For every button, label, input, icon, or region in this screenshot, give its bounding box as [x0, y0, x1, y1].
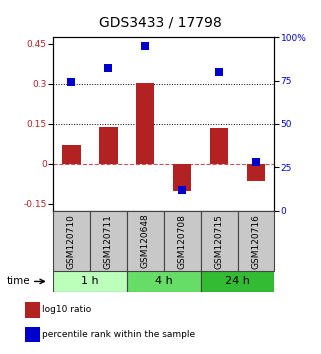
Text: log10 ratio: log10 ratio	[42, 306, 91, 314]
Bar	[164, 211, 201, 271]
Text: percentile rank within the sample: percentile rank within the sample	[42, 330, 195, 339]
Text: time: time	[6, 276, 30, 286]
Bar	[201, 271, 274, 292]
Text: GSM120716: GSM120716	[251, 214, 261, 269]
Bar	[53, 271, 127, 292]
Text: GSM120711: GSM120711	[104, 214, 113, 269]
Text: 1 h: 1 h	[81, 276, 99, 286]
Point	[106, 65, 111, 71]
Point	[253, 159, 258, 165]
Bar	[247, 164, 265, 181]
Point	[216, 69, 221, 75]
Bar	[25, 302, 39, 318]
Text: GSM120710: GSM120710	[67, 214, 76, 269]
Text: GDS3433 / 17798: GDS3433 / 17798	[99, 16, 222, 30]
Bar	[53, 211, 90, 271]
Bar	[238, 211, 274, 271]
Bar	[25, 327, 39, 342]
Text: GSM120708: GSM120708	[178, 214, 187, 269]
Bar	[210, 128, 228, 164]
Text: 4 h: 4 h	[155, 276, 173, 286]
Point	[69, 79, 74, 85]
Text: GSM120648: GSM120648	[141, 214, 150, 268]
Text: 24 h: 24 h	[225, 276, 250, 286]
Bar	[127, 211, 164, 271]
Bar	[173, 164, 191, 190]
Bar	[136, 82, 154, 164]
Bar	[99, 127, 117, 164]
Bar	[62, 145, 81, 164]
Point	[143, 43, 148, 48]
Bar	[90, 211, 127, 271]
Bar	[127, 271, 201, 292]
Point	[179, 187, 185, 193]
Bar	[201, 211, 238, 271]
Text: GSM120715: GSM120715	[214, 214, 224, 269]
